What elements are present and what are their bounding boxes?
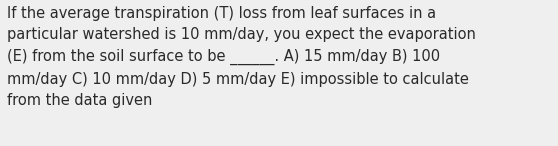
Text: If the average transpiration (T) loss from leaf surfaces in a
particular watersh: If the average transpiration (T) loss fr… [7,6,476,108]
